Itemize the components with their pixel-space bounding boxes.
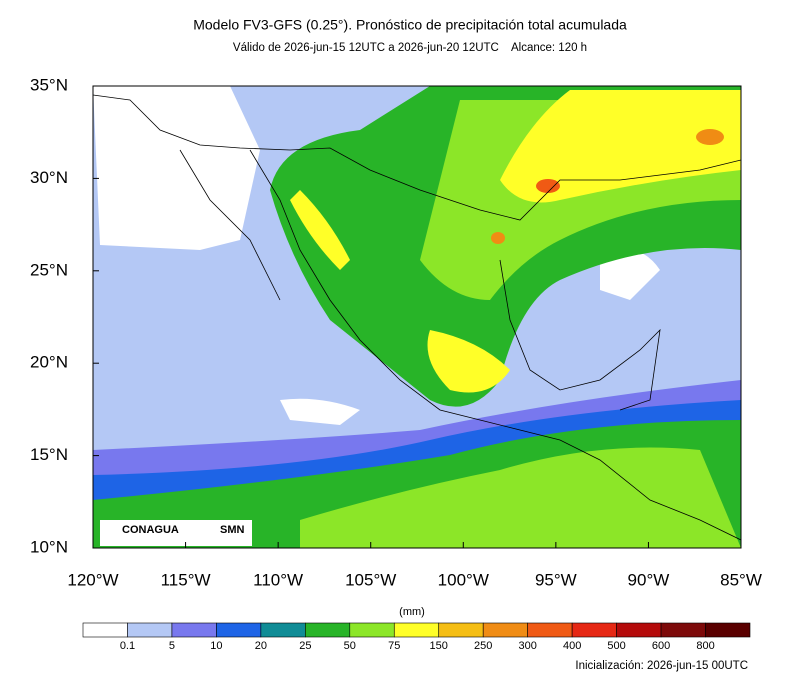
colorbar-label: 600 xyxy=(652,640,670,652)
lon-label: 95°W xyxy=(535,570,577,589)
lon-label: 90°W xyxy=(628,570,670,589)
colorbar-box xyxy=(216,622,262,638)
colorbar-box xyxy=(171,622,217,638)
colorbar-label: 800 xyxy=(696,640,714,652)
colorbar-label: 10 xyxy=(210,640,222,652)
colorbar-label: 25 xyxy=(299,640,311,652)
colorbar-box xyxy=(260,622,306,638)
lon-label: 100°W xyxy=(438,570,489,589)
colorbar-box xyxy=(616,622,662,638)
colorbar-box xyxy=(305,622,351,638)
lat-label: 30°N xyxy=(30,168,68,187)
colorbar-label: 20 xyxy=(255,640,267,652)
colorbar-label: 75 xyxy=(388,640,400,652)
lat-label: 25°N xyxy=(30,260,68,279)
colorbar-box xyxy=(349,622,395,638)
colorbar-label: 0.1 xyxy=(120,640,135,652)
colorbar-label: 400 xyxy=(563,640,581,652)
logo-smn: SMN xyxy=(220,524,245,536)
colorbar-box xyxy=(438,622,484,638)
footer: Inicialización: 2026-jun-15 00UTC xyxy=(575,660,748,672)
lat-label: 20°N xyxy=(30,353,68,372)
lat-label: 10°N xyxy=(30,537,68,556)
lon-label: 110°W xyxy=(253,570,303,589)
colorbar-label: 250 xyxy=(474,640,492,652)
lat-label: 15°N xyxy=(30,445,68,464)
colorbar-label: 500 xyxy=(607,640,625,652)
subtitle: Válido de 2026-jun-15 12UTC a 2026-jun-2… xyxy=(233,42,587,54)
colorbar-box xyxy=(127,622,173,638)
colorbar-unit: (mm) xyxy=(399,606,425,618)
colorbar-label: 50 xyxy=(344,640,356,652)
colorbar-box xyxy=(660,622,706,638)
title: Modelo FV3-GFS (0.25°). Pronóstico de pr… xyxy=(193,17,627,33)
lon-label: 85°W xyxy=(720,570,762,589)
colorbar-box xyxy=(482,622,528,638)
colorbar-box xyxy=(82,622,128,638)
lat-label: 35°N xyxy=(30,75,68,94)
colorbar-box xyxy=(393,622,440,638)
colorbar-box xyxy=(527,622,573,638)
logo-box xyxy=(100,520,252,546)
lon-label: 115°W xyxy=(161,570,211,589)
colorbar-label: 5 xyxy=(169,640,175,652)
logo-conagua: CONAGUA xyxy=(122,524,179,536)
map-frame xyxy=(92,85,742,549)
precipitation-field xyxy=(93,86,741,548)
colorbar-box xyxy=(571,622,617,638)
colorbar-label: 150 xyxy=(430,640,448,652)
lon-label: 105°W xyxy=(345,570,396,589)
colorbar-label: 300 xyxy=(518,640,536,652)
colorbar-box xyxy=(705,622,751,638)
lon-label: 120°W xyxy=(67,570,118,589)
